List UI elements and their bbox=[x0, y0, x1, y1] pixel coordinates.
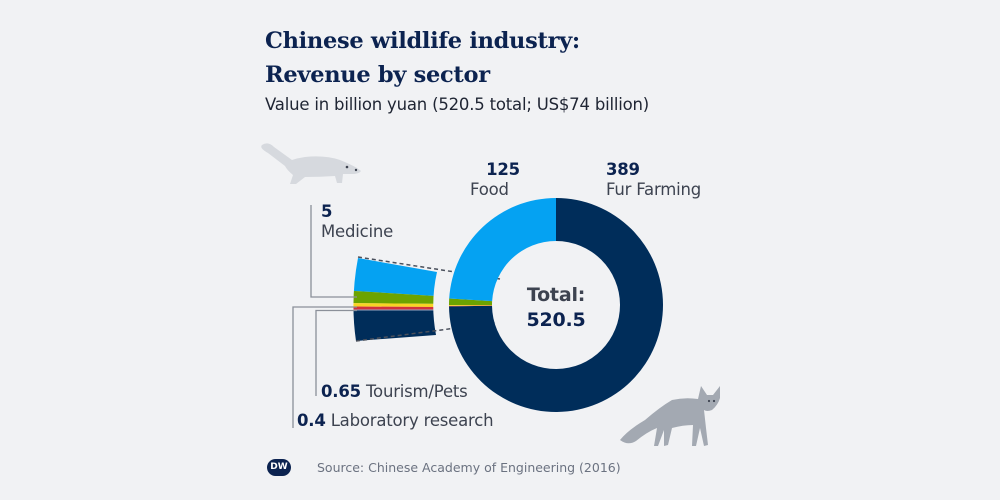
chart-title: Chinese wildlife industry: Revenue by se… bbox=[265, 24, 580, 92]
fan-tourism bbox=[353, 303, 437, 307]
value-medicine: 5 bbox=[321, 202, 333, 221]
title-line-1: Chinese wildlife industry: bbox=[265, 28, 580, 54]
label-fur-farming: 389 Fur Farming bbox=[606, 160, 701, 200]
donut-segment-food bbox=[449, 198, 556, 302]
value-food: 125 bbox=[486, 160, 520, 179]
fan-food bbox=[353, 258, 437, 297]
donut-segment-laboratory-research bbox=[449, 305, 493, 307]
chart-subtitle: Value in billion yuan (520.5 total; US$7… bbox=[265, 95, 650, 114]
leader-line-medicine bbox=[310, 205, 357, 298]
donut-center-label: Total: 520.5 bbox=[510, 283, 602, 333]
donut-segments bbox=[449, 198, 663, 412]
title-line-2: Revenue by sector bbox=[265, 62, 490, 88]
donut-segment-tourism-pets bbox=[449, 304, 493, 306]
leader-line-laboratory bbox=[292, 306, 357, 428]
name-food: Food bbox=[470, 180, 509, 199]
name-laboratory-research: Laboratory research bbox=[330, 411, 494, 430]
center-total-value: 520.5 bbox=[526, 309, 586, 331]
donut-segment-fur-farming bbox=[449, 198, 663, 412]
donut-segment-medicine bbox=[449, 298, 493, 305]
value-fur-farming: 389 bbox=[606, 160, 640, 179]
label-laboratory-research: 0.4 Laboratory research bbox=[297, 411, 494, 431]
label-medicine: 5 Medicine bbox=[321, 202, 393, 242]
name-medicine: Medicine bbox=[321, 222, 394, 241]
name-fur-farming: Fur Farming bbox=[606, 180, 702, 199]
name-tourism-pets: Tourism/Pets bbox=[365, 382, 468, 401]
leader-line-tourism bbox=[315, 309, 357, 396]
label-food: 125 Food bbox=[470, 160, 524, 200]
ferret-icon bbox=[261, 143, 361, 184]
fox-icon bbox=[620, 386, 720, 446]
center-label-text: Total: bbox=[526, 284, 586, 306]
label-tourism-pets: 0.65 Tourism/Pets bbox=[321, 382, 468, 402]
fan-medicine bbox=[353, 290, 437, 304]
source-note: Source: Chinese Academy of Engineering (… bbox=[317, 460, 621, 475]
fan-connector-bottom bbox=[355, 322, 496, 342]
dw-logo-icon: DW bbox=[267, 459, 291, 476]
value-tourism-pets: 0.65 bbox=[321, 382, 361, 401]
fan-laboratory bbox=[353, 306, 437, 310]
value-laboratory-research: 0.4 bbox=[297, 411, 326, 430]
